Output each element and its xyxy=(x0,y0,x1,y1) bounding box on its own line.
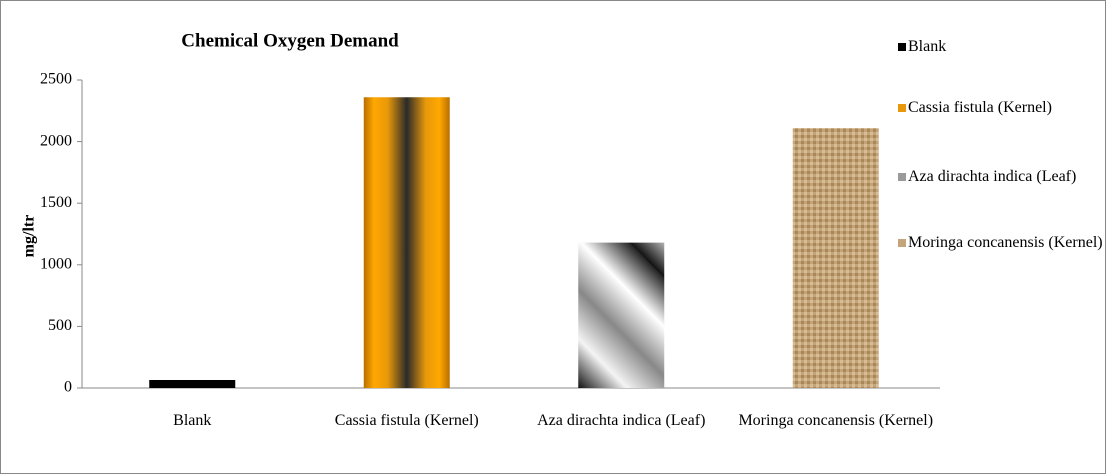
legend-label: Cassia fistula (Kernel) xyxy=(908,99,1052,116)
legend-marker xyxy=(898,43,906,51)
legend-label: Blank xyxy=(908,38,947,55)
legend-label: Moringa concanensis (Kernel) xyxy=(908,234,1103,251)
legend-marker xyxy=(898,173,906,181)
y-tick-label: 500 xyxy=(48,317,72,334)
bar xyxy=(578,242,665,388)
y-axis-label: mg/ltr xyxy=(21,215,38,258)
x-tick-label: Moringa concanensis (Kernel) xyxy=(738,412,934,429)
legend-label: Aza dirachta indica (Leaf) xyxy=(908,168,1077,185)
y-tick-label: 0 xyxy=(64,379,72,396)
y-tick-label: 1000 xyxy=(40,255,72,272)
x-tick-label: Cassia fistula (Kernel) xyxy=(334,412,479,429)
x-tick-label: Aza dirachta indica (Leaf) xyxy=(537,412,706,429)
y-tick-label: 1500 xyxy=(40,194,72,211)
y-tick-label: 2500 xyxy=(40,71,72,88)
bar xyxy=(792,128,879,388)
legend-marker xyxy=(898,104,906,112)
x-tick-label: Blank xyxy=(173,412,212,429)
y-tick-label: 2000 xyxy=(40,132,72,149)
bar xyxy=(149,379,236,388)
legend-marker xyxy=(898,239,906,247)
chart-title: Chemical Oxygen Demand xyxy=(181,30,399,51)
bar xyxy=(363,97,450,389)
